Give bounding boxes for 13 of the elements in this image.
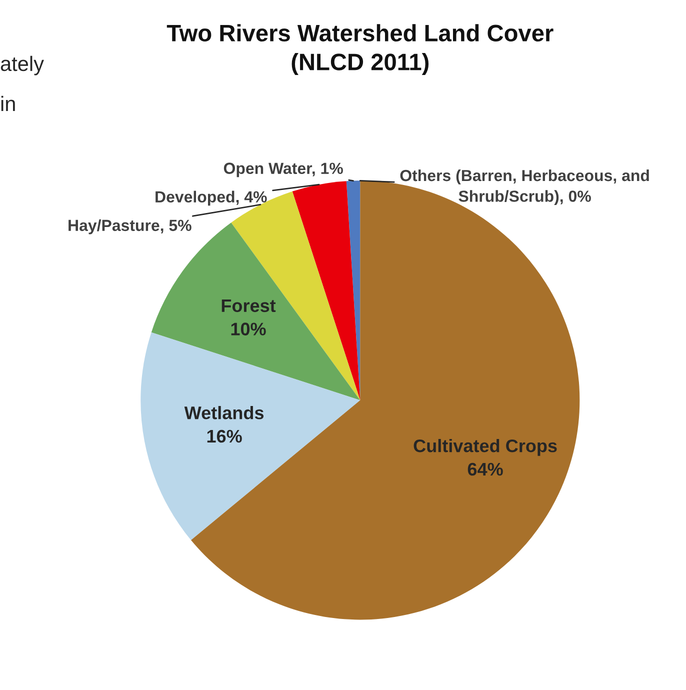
slice-label: Cultivated Crops <box>414 438 557 456</box>
slice-label: Hay/Pasture, 5% <box>68 219 192 234</box>
slice-label: Wetlands <box>184 406 264 420</box>
text: ately <box>0 56 44 76</box>
data-label: 64% <box>468 462 503 476</box>
chart-title: Two Rivers Watershed Land Cover (NLCD 2011) <box>166 24 554 76</box>
text: in <box>1 96 15 111</box>
slice-label: Developed, 4% <box>156 190 267 206</box>
slice-label: Forest <box>222 299 276 312</box>
slice-label: Open Water, 1% <box>224 162 343 178</box>
legend-label: Others (Barren, Herbaceous, and Shrub/Scrub), 0% <box>400 169 649 206</box>
data-label: 16% <box>207 430 242 443</box>
data-label: 10% <box>231 322 266 336</box>
